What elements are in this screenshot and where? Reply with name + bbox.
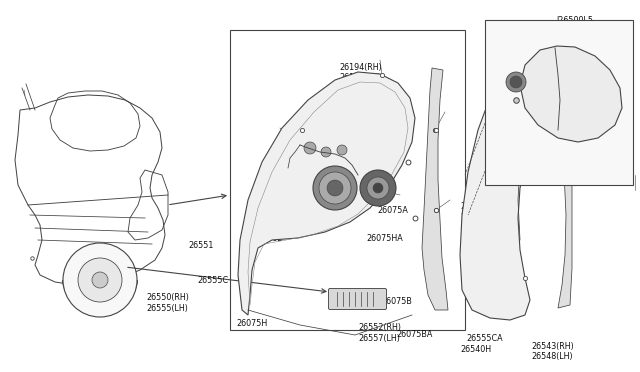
Circle shape <box>63 243 137 317</box>
Text: 26540H: 26540H <box>461 345 492 354</box>
Bar <box>230 30 465 330</box>
Text: 26075BA: 26075BA <box>397 330 433 339</box>
Circle shape <box>92 272 108 288</box>
Polygon shape <box>238 72 415 315</box>
Text: 26552(RH)
26557(LH): 26552(RH) 26557(LH) <box>358 323 401 343</box>
Circle shape <box>510 76 522 88</box>
Polygon shape <box>460 44 558 320</box>
Circle shape <box>304 142 316 154</box>
Text: 26555CA: 26555CA <box>466 334 502 343</box>
Text: 26194(RH)
26199(LH): 26194(RH) 26199(LH) <box>339 63 382 82</box>
Circle shape <box>319 172 351 204</box>
Circle shape <box>506 72 526 92</box>
Circle shape <box>360 170 396 206</box>
Circle shape <box>367 177 389 199</box>
Polygon shape <box>558 58 572 308</box>
Text: 26540N(RH)
26545N(LH): 26540N(RH) 26545N(LH) <box>461 202 509 222</box>
Circle shape <box>327 180 343 196</box>
Text: 26075A: 26075A <box>378 206 408 215</box>
Text: 26075HA: 26075HA <box>366 234 403 243</box>
Circle shape <box>373 183 383 193</box>
Circle shape <box>337 145 347 155</box>
Text: 26550(RH)
26555(LH): 26550(RH) 26555(LH) <box>146 294 189 313</box>
Bar <box>485 20 633 185</box>
Text: J26500L5: J26500L5 <box>557 16 594 25</box>
Polygon shape <box>422 68 448 310</box>
Polygon shape <box>520 46 622 142</box>
Text: 26075B: 26075B <box>381 297 412 306</box>
Circle shape <box>78 258 122 302</box>
Text: 26551: 26551 <box>189 241 214 250</box>
FancyBboxPatch shape <box>328 289 387 310</box>
Text: 26555C: 26555C <box>197 276 228 285</box>
Text: 26075H: 26075H <box>237 319 268 328</box>
Circle shape <box>321 147 331 157</box>
Text: 26543(RH)
26548(LH): 26543(RH) 26548(LH) <box>531 342 574 361</box>
Text: 26540E: 26540E <box>253 234 283 243</box>
Circle shape <box>313 166 357 210</box>
Text: 26075A: 26075A <box>365 159 396 168</box>
